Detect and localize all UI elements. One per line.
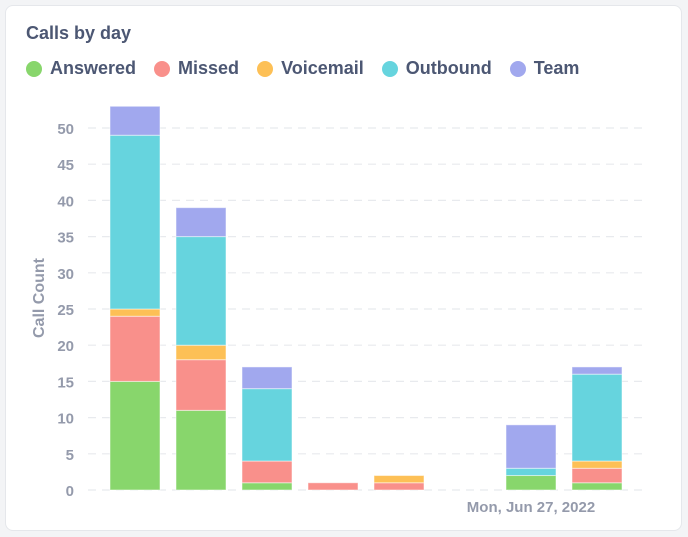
legend-item[interactable]: Answered <box>26 58 136 79</box>
bar-segment-outbound <box>505 467 557 477</box>
chart-title: Calls by day <box>26 23 132 43</box>
legend-label: Outbound <box>405 58 492 78</box>
y-tick-label: 30 <box>57 266 74 283</box>
y-tick-label: 20 <box>57 338 74 355</box>
bar-segment-voicemail <box>373 475 425 484</box>
legend-swatch <box>381 60 398 77</box>
bar-segment-team <box>175 207 227 238</box>
bar-segment-missed <box>571 467 623 484</box>
bar-segment-answered <box>505 475 557 491</box>
y-tick-label: 0 <box>66 483 74 500</box>
y-tick-label: 40 <box>57 193 74 210</box>
legend-swatch <box>257 60 274 77</box>
bar-segment-missed <box>175 359 227 411</box>
y-tick-label: 45 <box>57 157 74 174</box>
bar-segment-team <box>109 105 161 136</box>
y-tick-label: 15 <box>57 374 74 391</box>
legend-label: Missed <box>178 58 240 78</box>
bar-segment-outbound <box>175 236 227 346</box>
y-tick-label: 50 <box>57 121 74 138</box>
bar-segment-voicemail <box>175 344 227 361</box>
legend-item[interactable]: Missed <box>154 58 239 79</box>
bar-segment-team <box>571 366 623 375</box>
legend-swatch <box>154 60 171 77</box>
y-axis-label: Call Count <box>31 257 48 338</box>
bar-segment-missed <box>109 315 161 382</box>
bar-segment-missed <box>373 482 425 491</box>
bar-segment-voicemail <box>109 308 161 317</box>
legend-label: Answered <box>50 58 137 78</box>
legend-item[interactable]: Voicemail <box>257 58 364 79</box>
bar-segment-missed <box>241 460 293 484</box>
bar-segment-missed <box>307 482 359 491</box>
x-tick-label: Mon, Jun 27, 2022 <box>467 499 595 516</box>
bar-segment-answered <box>241 482 293 491</box>
legend-item[interactable]: Outbound <box>381 58 492 79</box>
bar-segment-voicemail <box>571 460 623 469</box>
bar-segment-answered <box>109 380 161 491</box>
y-tick-label: 35 <box>57 230 74 247</box>
bar-segment-team <box>505 424 557 469</box>
legend-swatch <box>26 60 42 77</box>
bar-segment-outbound <box>571 373 623 462</box>
bar-segment-team <box>241 366 293 390</box>
y-tick-label: 5 <box>66 447 74 464</box>
legend: Answered Missed Voicemail Outbound Team <box>26 58 579 79</box>
legend-item[interactable]: Team <box>509 58 580 79</box>
bar-segment-outbound <box>241 388 293 462</box>
legend-swatch <box>509 60 526 77</box>
legend-label: Team <box>533 58 580 78</box>
y-tick-label: 25 <box>57 302 74 319</box>
legend-label: Voicemail <box>281 58 364 78</box>
bar-segment-answered <box>175 409 227 491</box>
y-tick-label: 10 <box>57 411 74 428</box>
bar-segment-answered <box>571 482 623 491</box>
bar-segment-outbound <box>109 134 161 310</box>
